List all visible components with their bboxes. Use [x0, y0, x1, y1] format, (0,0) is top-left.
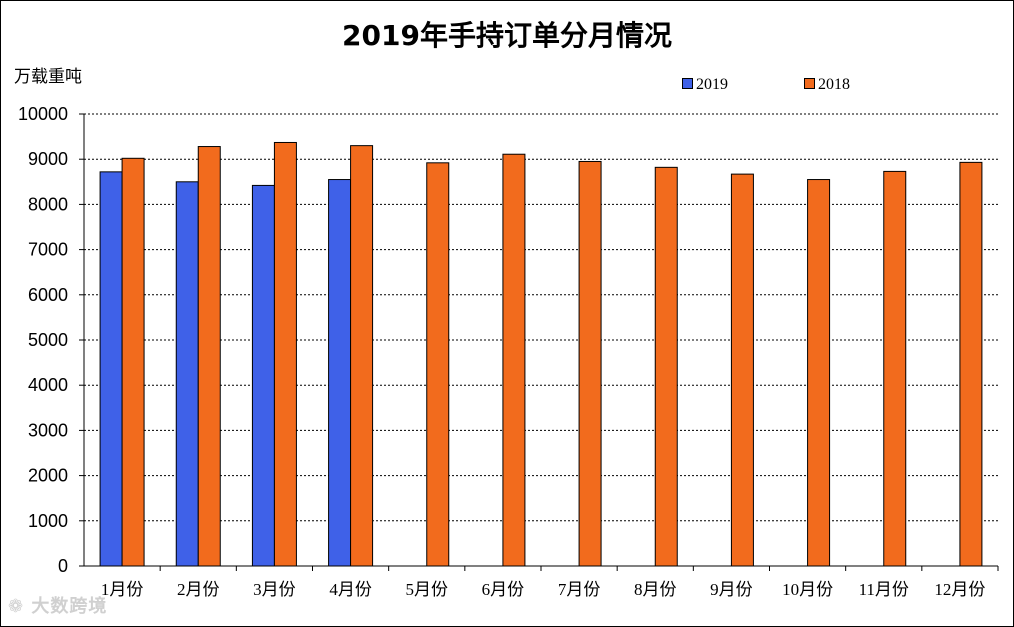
watermark-logo: ❁ 大数跨境	[8, 592, 107, 618]
y-tick-label: 6000	[28, 285, 68, 305]
y-tick-label: 8000	[28, 194, 68, 214]
y-tick-label: 4000	[28, 375, 68, 395]
bar-2018-6	[502, 153, 526, 567]
legend-item-2018: 2018	[804, 76, 850, 94]
bar-2019-2	[175, 181, 199, 567]
y-tick-label: 0	[58, 556, 68, 576]
bar-2018-10	[807, 179, 831, 567]
y-axis-unit-label: 万载重吨	[14, 67, 82, 87]
x-tick-label: 8月份	[634, 580, 677, 599]
watermark-text: 大数跨境	[31, 596, 108, 617]
x-tick-label: 6月份	[482, 580, 525, 599]
legend-swatch-2018	[804, 78, 815, 90]
chart-title: 2019年手持订单分月情况	[342, 19, 672, 52]
y-tick-label: 3000	[28, 420, 68, 440]
bar-2019-4	[328, 179, 352, 567]
legend-item-2019: 2019	[682, 76, 728, 94]
bar-2019-1	[99, 171, 123, 567]
bar-2019-3	[251, 184, 275, 567]
x-tick-label: 9月份	[710, 580, 753, 599]
x-tick-label: 3月份	[253, 580, 296, 599]
y-tick-label: 5000	[28, 330, 68, 350]
bar-2018-1	[121, 157, 145, 567]
bar-2018-5	[426, 162, 450, 567]
legend-label-2019: 2019	[696, 76, 728, 93]
bar-2018-8	[654, 166, 678, 567]
y-tick-label: 9000	[28, 149, 68, 169]
bar-2018-7	[578, 160, 602, 567]
x-tick-label: 10月份	[782, 580, 833, 599]
y-tick-label: 10000	[18, 104, 68, 124]
bar-2018-4	[350, 145, 374, 567]
y-tick-label: 1000	[28, 511, 68, 531]
legend-swatch-2019	[682, 78, 693, 90]
x-tick-label: 4月份	[329, 580, 372, 599]
x-tick-label: 2月份	[177, 580, 220, 599]
legend-label-2018: 2018	[818, 76, 850, 93]
bar-2018-11	[883, 170, 907, 567]
y-tick-label: 2000	[28, 466, 68, 486]
bar-2018-9	[730, 173, 754, 567]
bar-2018-3	[273, 141, 297, 567]
x-tick-label: 12月份	[934, 580, 985, 599]
x-tick-label: 11月份	[859, 580, 909, 599]
bar-2018-12	[959, 161, 983, 567]
bar-2018-2	[197, 146, 221, 567]
x-tick-label: 5月份	[406, 580, 449, 599]
x-tick-label: 1月份	[101, 580, 144, 599]
x-tick-label: 7月份	[558, 580, 601, 599]
watermark-icon: ❁	[8, 596, 25, 617]
y-tick-label: 7000	[28, 240, 68, 260]
